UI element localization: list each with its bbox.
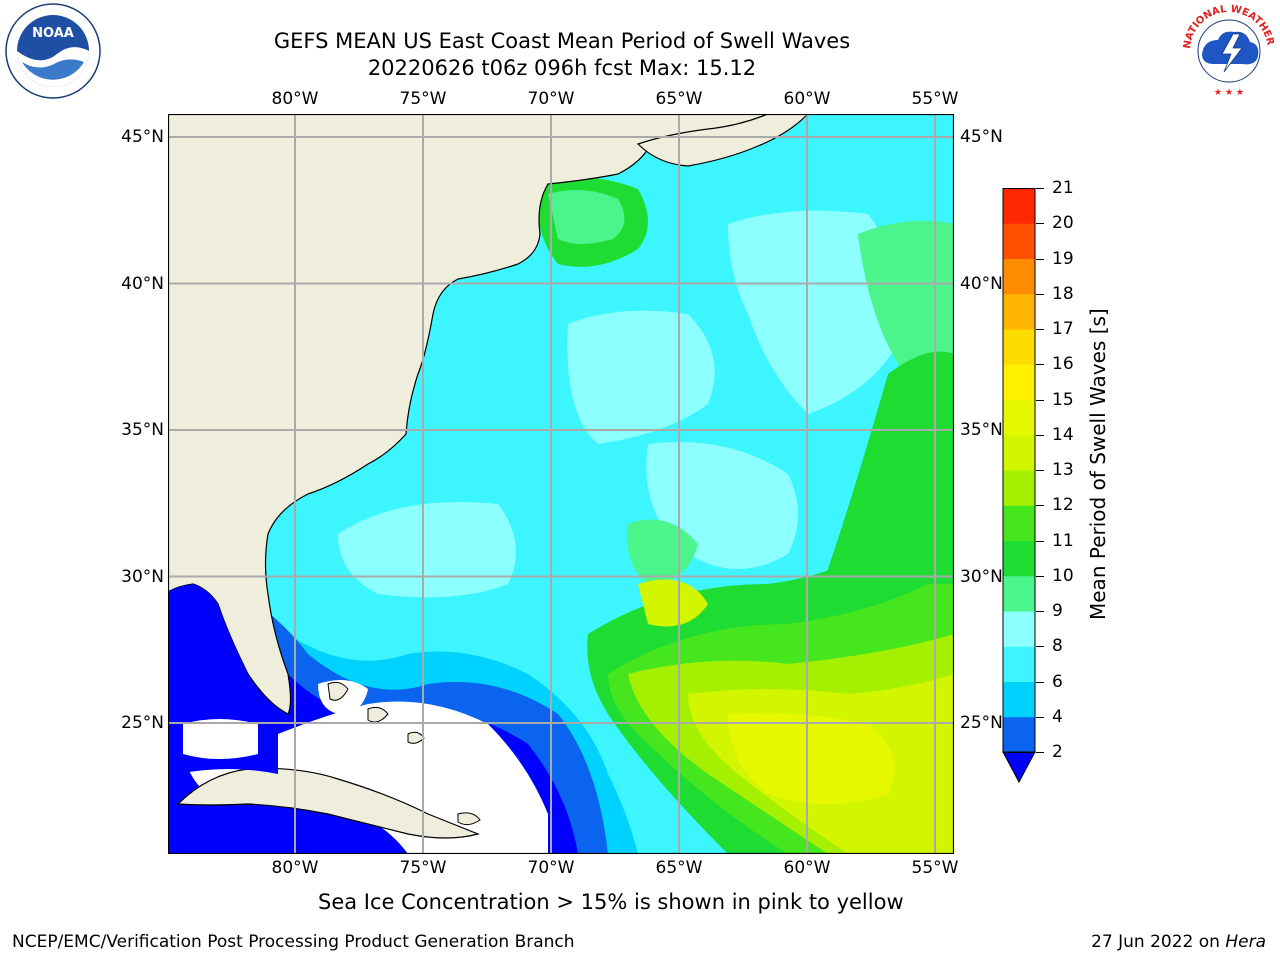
colorbar-tick (1036, 611, 1044, 612)
colorbar-svg (1002, 188, 1036, 784)
colorbar-tick (1036, 575, 1044, 577)
colorbar-tick-label: 18 (1052, 283, 1074, 304)
colorbar-tick-label: 19 (1052, 248, 1074, 269)
lat-tick-label: 30°N (960, 566, 1003, 587)
map-frame (168, 114, 954, 854)
footer-date-text: 27 Jun 2022 on (1091, 932, 1226, 952)
colorbar-tick (1036, 470, 1044, 471)
colorbar-tick-label: 21 (1052, 178, 1074, 198)
land-mass (168, 114, 769, 715)
lon-tick-label: 55°W (911, 858, 959, 878)
colorbar-segment (1003, 434, 1035, 471)
lon-tick-label: 80°W (271, 89, 319, 109)
lon-tick-label: 65°W (655, 89, 703, 109)
map-title: GEFS MEAN US East Coast Mean Period of S… (273, 29, 851, 53)
lat-tick-label: 25°N (960, 713, 1003, 733)
lon-tick-label: 65°W (655, 858, 703, 878)
colorbar-segment (1003, 223, 1035, 259)
colorbar-segment (1003, 646, 1035, 682)
lat-tick-label: 40°N (121, 273, 164, 294)
colorbar-tick-label: 6 (1052, 671, 1063, 692)
lat-tick-label: 35°N (121, 420, 164, 440)
colorbar-tick (1036, 293, 1044, 295)
nws-logo: NATIONAL WEATHER SERVICE ★ ★ ★ (1178, 2, 1280, 100)
colorbar-tick-label: 16 (1052, 354, 1074, 375)
colorbar-tick (1036, 258, 1044, 260)
colorbar-tick-label: 13 (1052, 460, 1074, 480)
colorbar-tick (1036, 223, 1044, 225)
lon-tick-label: 75°W (399, 858, 447, 878)
colorbar-tick-label: 17 (1052, 319, 1074, 339)
colorbar-tick-label: 11 (1052, 530, 1074, 551)
colorbar-segment (1003, 258, 1035, 295)
colorbar-segment (1003, 364, 1035, 400)
colorbar-segment (1003, 293, 1035, 330)
lon-tick-label: 80°W (271, 858, 319, 878)
colorbar (1002, 188, 1036, 784)
colorbar-tick (1036, 505, 1044, 507)
colorbar-tick-label: 14 (1052, 424, 1074, 445)
colorbar-tick-label: 15 (1052, 389, 1074, 410)
colorbar-segment (1003, 505, 1035, 541)
lon-tick-label: 60°W (783, 89, 831, 109)
lon-tick-label: 55°W (911, 89, 959, 109)
map-panel (168, 114, 954, 854)
colorbar-tick-label: 10 (1052, 565, 1074, 586)
colorbar-tick-label: 4 (1052, 706, 1063, 727)
colorbar-segment (1003, 716, 1035, 753)
footer-host: Hera (1225, 932, 1266, 952)
colorbar-segment (1003, 399, 1035, 436)
lon-tick-label: 75°W (399, 89, 447, 109)
lon-tick-label: 70°W (527, 89, 575, 109)
colorbar-tick-label: 20 (1052, 213, 1074, 234)
colorbar-segment (1003, 188, 1035, 224)
colorbar-tick-label: 8 (1052, 636, 1063, 657)
svg-text:★ ★ ★: ★ ★ ★ (1214, 88, 1244, 98)
colorbar-tick (1036, 399, 1044, 401)
sea-ice-note: Sea Ice Concentration > 15% is shown in … (318, 890, 904, 914)
colorbar-tick (1036, 329, 1044, 330)
colorbar-tick (1036, 188, 1044, 189)
colorbar-segment (1003, 611, 1035, 647)
colorbar-segment (1003, 540, 1035, 577)
colorbar-under-triangle (1002, 751, 1036, 784)
colorbar-segment (1003, 575, 1035, 612)
lat-tick-label: 40°N (960, 273, 1003, 294)
colorbar-segment (1003, 329, 1035, 365)
colorbar-tick (1036, 364, 1044, 366)
lat-tick-label: 45°N (960, 127, 1003, 147)
lon-tick-label: 70°W (527, 858, 575, 878)
noaa-logo-text: NOAA (32, 26, 74, 41)
colorbar-tick (1036, 434, 1044, 436)
noaa-logo: NOAA (2, 2, 104, 100)
lat-tick-label: 45°N (121, 127, 164, 147)
colorbar-segment (1003, 681, 1035, 718)
colorbar-tick (1036, 716, 1044, 718)
graticule (168, 114, 954, 854)
colorbar-tick (1036, 540, 1044, 542)
colorbar-tick-label: 9 (1052, 601, 1063, 621)
lon-tick-label: 60°W (783, 858, 831, 878)
colorbar-segment (1003, 470, 1035, 506)
lat-tick-label: 35°N (960, 420, 1003, 440)
swell-period-map (168, 114, 954, 854)
colorbar-tick-label: 2 (1052, 742, 1063, 762)
colorbar-tick (1036, 752, 1044, 753)
lat-tick-label: 30°N (121, 566, 164, 587)
colorbar-frame (1002, 188, 1036, 753)
colorbar-title: Mean Period of Swell Waves [s] (1086, 308, 1110, 620)
colorbar-tick-label: 12 (1052, 495, 1074, 516)
colorbar-tick (1036, 646, 1044, 648)
footer-date: 27 Jun 2022 on Hera (1091, 932, 1266, 952)
colorbar-tick (1036, 681, 1044, 683)
footer-branch: NCEP/EMC/Verification Post Processing Pr… (12, 932, 575, 952)
map-subtitle: 20220626 t06z 096h fcst Max: 15.12 (367, 56, 757, 80)
lat-tick-label: 25°N (121, 713, 164, 733)
